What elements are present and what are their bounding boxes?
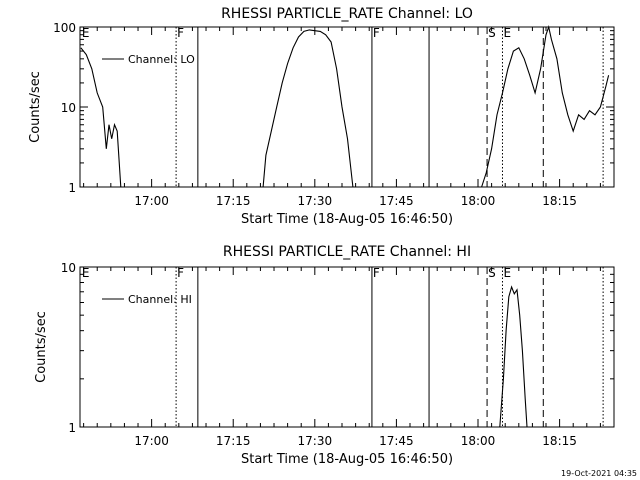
x-tick-label: 18:00: [461, 194, 496, 208]
x-tick-label: 17:00: [134, 194, 169, 208]
y-tick-label: 10: [61, 101, 76, 115]
panel-lo: RHESSI PARTICLE_RATE Channel: LO 1 10 100 17…: [28, 6, 615, 227]
panel-hi: RHESSI PARTICLE_RATE Channel: HI 1 10 17:00…: [34, 244, 615, 467]
y-tick-label: 10: [61, 261, 76, 275]
annotation-label: F: [177, 266, 184, 280]
series-line: [80, 47, 122, 188]
chart-title: RHESSI PARTICLE_RATE Channel: LO: [221, 6, 473, 22]
annotation-label: F: [373, 266, 380, 280]
legend-label: Channel: LO: [128, 53, 195, 66]
x-tick-label: 18:00: [461, 434, 496, 448]
annotation-label: S: [488, 266, 496, 280]
x-tick-label: 17:30: [298, 194, 333, 208]
legend-label: Channel: HI: [128, 293, 192, 306]
x-axis-label: Start Time (18-Aug-05 16:46:50): [241, 212, 453, 227]
annotation-label: E: [82, 266, 90, 280]
y-tick-label: 1: [68, 181, 76, 195]
plot-frame: [79, 266, 615, 428]
series-line: [262, 29, 354, 188]
y-axis-label: Counts/sec: [34, 311, 49, 383]
chart-title: RHESSI PARTICLE_RATE Channel: HI: [223, 244, 471, 260]
annotation-label: E: [82, 26, 90, 40]
annotation-label: S: [488, 26, 496, 40]
annotation-label: E: [503, 266, 511, 280]
x-tick-label: 17:45: [379, 194, 414, 208]
x-tick-label: 17:15: [216, 194, 251, 208]
y-axis-label: Counts/sec: [28, 71, 43, 143]
series-line: [481, 24, 610, 188]
annotation-label: E: [503, 26, 511, 40]
x-tick-label: 17:45: [379, 434, 414, 448]
x-tick-label: 18:15: [542, 434, 577, 448]
plot-frame: [79, 26, 615, 188]
annotation-label: F: [177, 26, 184, 40]
series-line: [499, 285, 528, 428]
x-tick-label: 17:00: [134, 434, 169, 448]
y-tick-label: 1: [68, 421, 76, 435]
x-axis-label: Start Time (18-Aug-05 16:46:50): [241, 452, 453, 467]
y-tick-label: 100: [53, 21, 76, 35]
annotation-label: F: [373, 26, 380, 40]
footer-timestamp: 19-Oct-2021 04:35: [561, 469, 637, 478]
x-tick-label: 17:15: [216, 434, 251, 448]
x-tick-label: 17:30: [298, 434, 333, 448]
x-tick-label: 18:15: [542, 194, 577, 208]
